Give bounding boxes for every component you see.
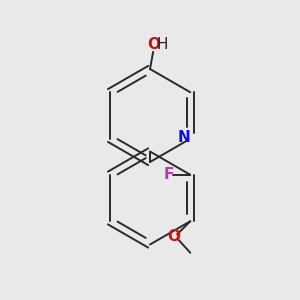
Text: H: H — [156, 37, 168, 52]
Text: N: N — [178, 130, 190, 145]
Text: O: O — [147, 37, 160, 52]
Text: O: O — [167, 229, 180, 244]
Text: F: F — [164, 167, 175, 182]
